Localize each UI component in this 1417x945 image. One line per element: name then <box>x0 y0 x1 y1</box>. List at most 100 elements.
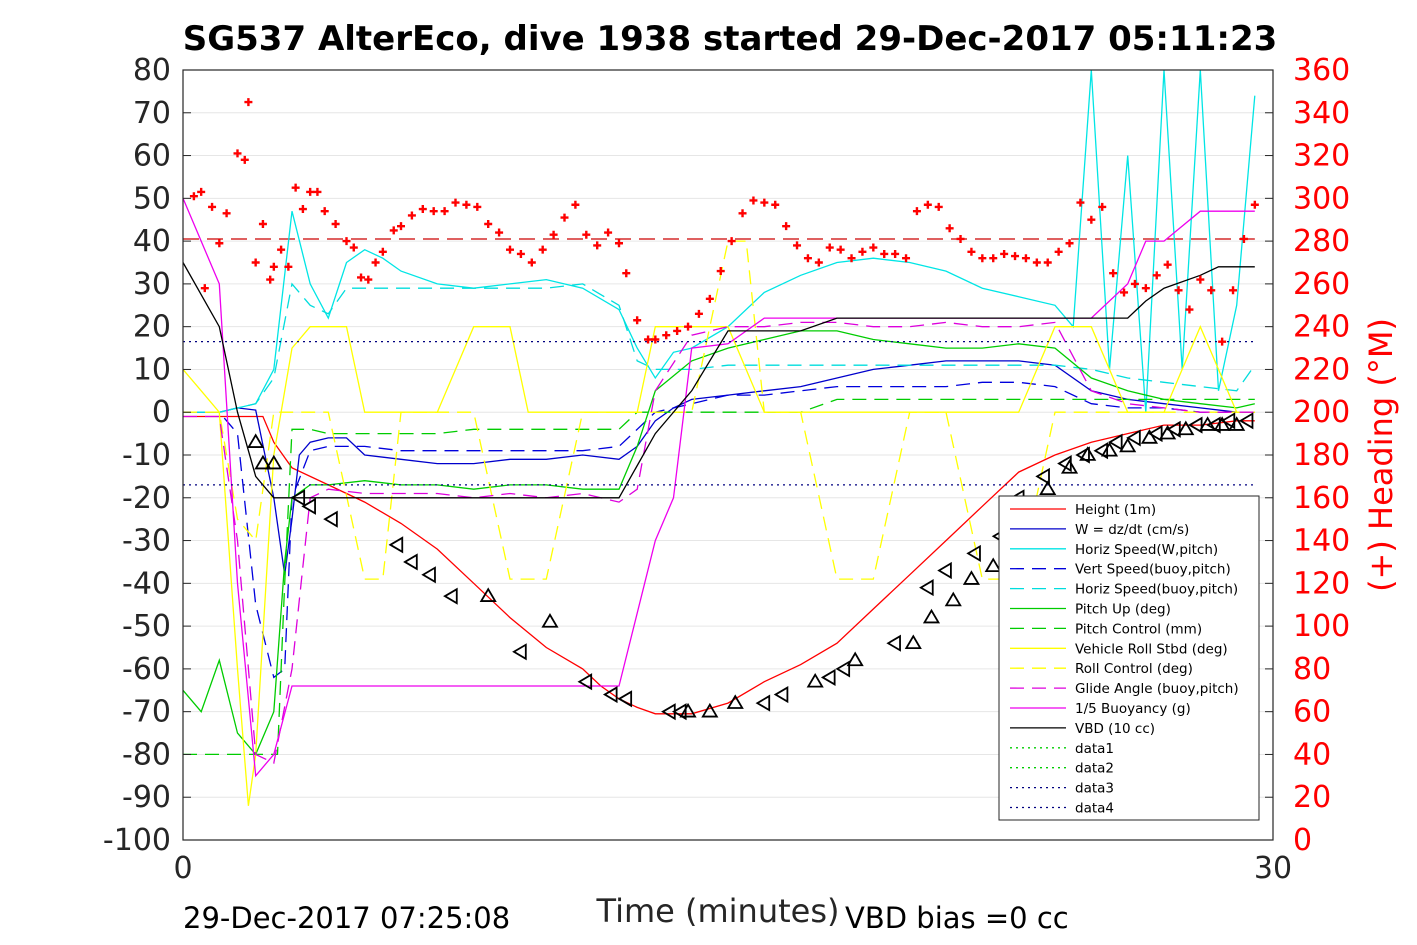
left-tick-label: 30 <box>133 267 171 302</box>
right-tick-label: 260 <box>1293 267 1350 302</box>
heading-point <box>945 224 954 233</box>
heading-point <box>313 187 322 196</box>
x-axis: 0 30 <box>173 832 1292 886</box>
legend-label-horiz_w: Horiz Speed(W,pitch) <box>1075 542 1218 558</box>
heading-point <box>782 222 791 231</box>
right-tick-label: 20 <box>1293 780 1331 815</box>
heading-point <box>560 213 569 222</box>
heading-point <box>197 187 206 196</box>
legend-label-horiz_buoy: Horiz Speed(buoy,pitch) <box>1075 582 1238 598</box>
series-line-height <box>183 415 1255 715</box>
left-tick-label: -60 <box>122 652 171 687</box>
series-line-vbd <box>182 262 1255 499</box>
depth-marker-left <box>1220 412 1236 430</box>
series-line-horiz_buoy <box>183 282 1256 413</box>
heading-point <box>298 205 307 214</box>
heading-point <box>836 245 845 254</box>
left-tick-label: 20 <box>133 310 171 345</box>
heading-point <box>967 247 976 256</box>
heading-point <box>1000 249 1009 258</box>
heading-point <box>200 284 209 293</box>
right-tick-label: 240 <box>1293 310 1350 345</box>
legend-label-w: W = dz/dt (cm/s) <box>1075 522 1189 538</box>
heading-point <box>258 220 267 228</box>
heading-point <box>244 98 253 107</box>
depth-marker-left <box>421 566 436 584</box>
legend: Height (1m) W = dz/dt (cm/s) Horiz Speed(W… <box>998 495 1260 821</box>
heading-point <box>320 207 329 216</box>
depth-marker-left <box>1147 425 1163 443</box>
heading-point <box>825 243 834 252</box>
heading-point <box>269 262 278 271</box>
depth-marker-left <box>577 673 593 691</box>
heading-point <box>378 247 387 256</box>
heading-point <box>869 243 878 252</box>
depth-marker-left <box>512 643 527 661</box>
heading-point <box>571 200 580 209</box>
series-line-roll_ctl <box>183 240 1255 580</box>
depth-marker-up <box>701 702 719 718</box>
depth-marker-up <box>984 557 1002 573</box>
depth-marker-left <box>937 561 952 580</box>
heading-point <box>1011 252 1020 261</box>
heading-point <box>389 226 398 235</box>
heading-point <box>1174 286 1183 295</box>
right-tick-label: 160 <box>1293 481 1350 516</box>
depth-marker-left <box>323 510 338 528</box>
heading-point <box>716 267 725 276</box>
depth-marker-up <box>479 587 497 602</box>
heading-point <box>956 234 965 243</box>
left-tick-label: 70 <box>133 96 171 131</box>
depth-marker-up <box>922 608 941 624</box>
series-line-horiz_w <box>183 69 1256 413</box>
series-line-buoy <box>182 198 1255 778</box>
heading-point <box>633 316 642 325</box>
depth-marker-left <box>1107 433 1123 451</box>
series-line-glide <box>183 321 1255 764</box>
heading-point <box>644 335 653 344</box>
heading-point <box>429 207 438 216</box>
depth-marker-left <box>1093 442 1109 460</box>
heading-point <box>1250 200 1259 209</box>
heading-point <box>397 222 405 231</box>
right-tick-label: 60 <box>1293 695 1331 730</box>
legend-label-vbd: VBD (10 cc) <box>1075 721 1155 737</box>
heading-point <box>604 228 613 237</box>
depth-marker-up <box>1119 437 1137 453</box>
heading-point <box>1120 288 1129 297</box>
left-tick-label: -40 <box>122 566 171 601</box>
left-tick-label: -80 <box>122 737 171 772</box>
heading-point <box>284 262 293 271</box>
right-tick-label: 80 <box>1293 652 1331 687</box>
heading-point <box>1218 337 1227 346</box>
heading-point <box>651 335 660 344</box>
heading-point <box>1130 279 1139 288</box>
heading-point <box>538 245 547 254</box>
depth-marker-up <box>1159 424 1177 440</box>
depth-marker-left <box>1166 420 1181 438</box>
series-line-pitch <box>182 330 1255 756</box>
heading-point <box>462 200 471 209</box>
legend-label-data3: data3 <box>1075 781 1114 797</box>
depth-marker-up <box>1228 416 1246 431</box>
heading-point <box>451 198 460 207</box>
depth-marker-up <box>254 454 272 470</box>
legend-label-data4: data4 <box>1075 801 1114 817</box>
right-tick-label: 120 <box>1293 566 1350 601</box>
heading-point <box>233 149 242 158</box>
right-tick-label: 140 <box>1293 524 1350 559</box>
left-tick-label: -20 <box>122 481 171 516</box>
depth-marker-left <box>966 544 981 562</box>
series-line-pitch_ctl <box>183 398 1255 756</box>
heading-point <box>858 247 867 256</box>
depth-marker-left <box>301 497 316 515</box>
heading-point <box>662 331 671 340</box>
heading-point <box>1141 284 1150 293</box>
heading-point <box>331 220 340 228</box>
right-tick-label: 100 <box>1293 609 1350 644</box>
heading-point <box>1076 198 1085 207</box>
heading-point <box>749 196 758 205</box>
heading-point <box>215 239 224 248</box>
x-tick-label: 30 <box>1254 851 1292 886</box>
